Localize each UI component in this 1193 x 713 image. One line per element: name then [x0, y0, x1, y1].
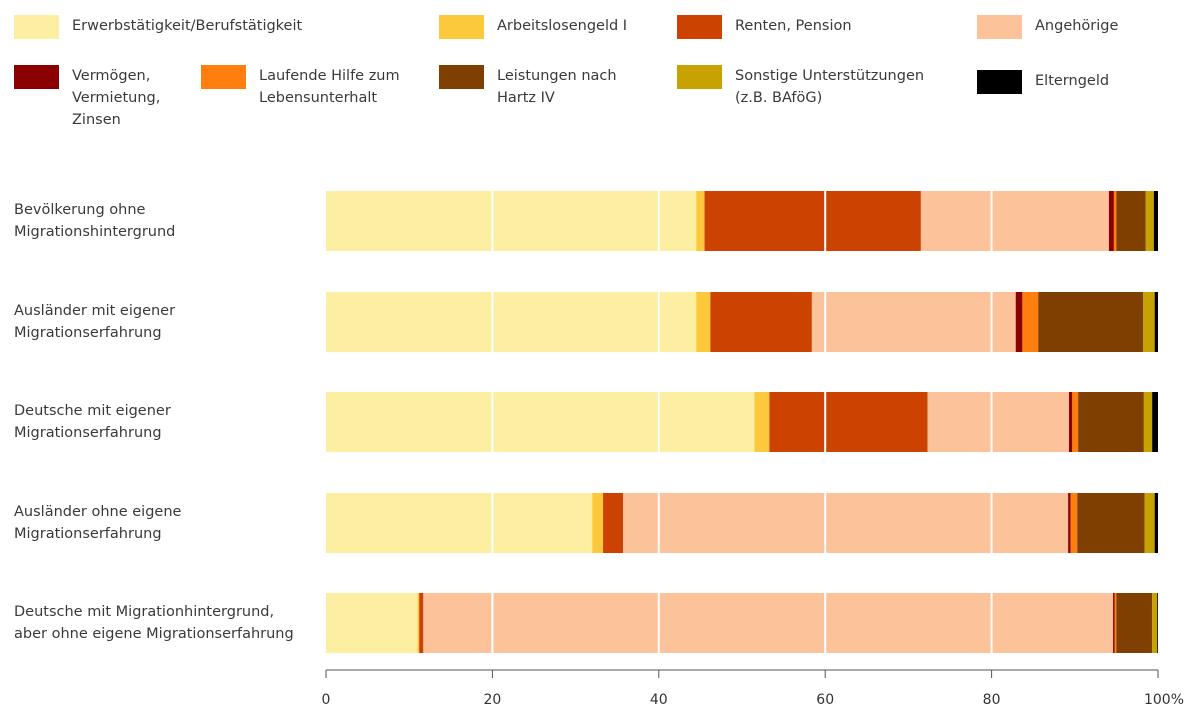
legend-label: Leistungen nach Hartz IV — [497, 68, 617, 106]
bar-segment — [1116, 191, 1146, 251]
x-tick-label: 20 — [483, 692, 501, 708]
category-label: Ausländer mit eigener Migrationserfahrun… — [14, 303, 176, 341]
legend-label: Vermögen, Vermietung, Zinsen — [72, 68, 161, 128]
legend-item: Erwerbstätigkeit/Berufstätigkeit — [14, 15, 302, 39]
legend-label: Laufende Hilfe zum Lebensunterhalt — [259, 68, 400, 106]
bar-segment — [623, 493, 1069, 553]
bar-segment — [1152, 392, 1158, 452]
legend-swatch — [439, 65, 484, 89]
legend-item: Angehörige — [977, 15, 1118, 39]
bar-segment — [592, 493, 604, 553]
bar-segment — [603, 493, 624, 553]
legend-swatch — [677, 65, 722, 89]
bar-segment — [1145, 191, 1154, 251]
bar-segment — [811, 292, 1016, 352]
bar-segment — [326, 191, 697, 251]
bar-segment — [1078, 392, 1144, 452]
legend-label: Sonstige Unterstützungen (z.B. BAföG) — [735, 68, 925, 106]
legend-label: Elterngeld — [1035, 73, 1110, 89]
bar-segment — [1072, 392, 1079, 452]
legend-item: Vermögen, Vermietung, Zinsen — [14, 65, 160, 131]
bar-segment — [1154, 493, 1158, 553]
legend-label: Renten, Pension — [735, 18, 852, 34]
bar-segment — [326, 292, 697, 352]
category-label: Ausländer ohne eigene Migrationserfahrun… — [14, 504, 182, 542]
bar-segment — [920, 191, 1109, 251]
legend-swatch — [977, 70, 1022, 94]
bar-segment — [754, 392, 770, 452]
bar-segment — [704, 191, 921, 251]
legend-label: Erwerbstätigkeit/Berufstätigkeit — [72, 18, 303, 34]
bar-segment — [1022, 292, 1039, 352]
bar-segment — [1152, 593, 1158, 653]
bar-segment — [326, 593, 418, 653]
bar-segment — [423, 593, 1114, 653]
bar-segment — [696, 191, 705, 251]
x-tick-label: 40 — [650, 692, 668, 708]
legend-item: Leistungen nach Hartz IV — [439, 65, 617, 109]
bar-segment — [1068, 392, 1073, 452]
bar-segment — [1144, 493, 1155, 553]
legend-item: Elterngeld — [977, 70, 1109, 94]
x-tick-label: 100% — [1144, 692, 1184, 708]
bar-segment — [1114, 593, 1117, 653]
bar-segment — [1143, 292, 1155, 352]
legend-swatch — [14, 65, 59, 89]
bar-segment — [1116, 593, 1153, 653]
legend-swatch — [201, 65, 246, 89]
legend-item: Arbeitslosengeld I — [439, 15, 627, 39]
bar-segment — [1154, 292, 1158, 352]
bar-segment — [1143, 392, 1153, 452]
legend-swatch — [677, 15, 722, 39]
bar-segment — [1157, 593, 1158, 653]
bar-segment — [710, 292, 812, 352]
legend-swatch — [977, 15, 1022, 39]
bar-segment — [1068, 493, 1071, 553]
category-label: Bevölkerung ohne Migrationshintergrund — [14, 202, 176, 240]
bar-segment — [696, 292, 711, 352]
bar-segment — [1015, 292, 1023, 352]
x-tick-label: 0 — [322, 692, 331, 708]
legend-label: Angehörige — [1035, 18, 1119, 34]
bar-segment — [417, 593, 420, 653]
bar-segment — [1077, 493, 1145, 553]
bar-segment — [326, 392, 755, 452]
bar-segment — [1070, 493, 1078, 553]
bar-segment — [1113, 593, 1115, 653]
legend-item: Sonstige Unterstützungen (z.B. BAföG) — [677, 65, 924, 109]
bar-segment — [1108, 191, 1114, 251]
bar-segment — [927, 392, 1069, 452]
category-label: Deutsche mit Migrationhintergrund, aber … — [14, 604, 294, 642]
bar-segment — [1153, 191, 1158, 251]
x-tick-label: 60 — [816, 692, 834, 708]
x-tick-label: 80 — [983, 692, 1001, 708]
legend-swatch — [439, 15, 484, 39]
bar-segment — [1113, 191, 1117, 251]
legend-swatch — [14, 15, 59, 39]
bar-segment — [1038, 292, 1144, 352]
legend-label: Arbeitslosengeld I — [497, 18, 628, 34]
bar-segment — [769, 392, 928, 452]
legend-item: Renten, Pension — [677, 15, 852, 39]
bar-segment — [326, 493, 593, 553]
bar-segment — [419, 593, 424, 653]
legend-item: Laufende Hilfe zum Lebensunterhalt — [201, 65, 400, 109]
category-label: Deutsche mit eigener Migrationserfahrung — [14, 403, 171, 441]
